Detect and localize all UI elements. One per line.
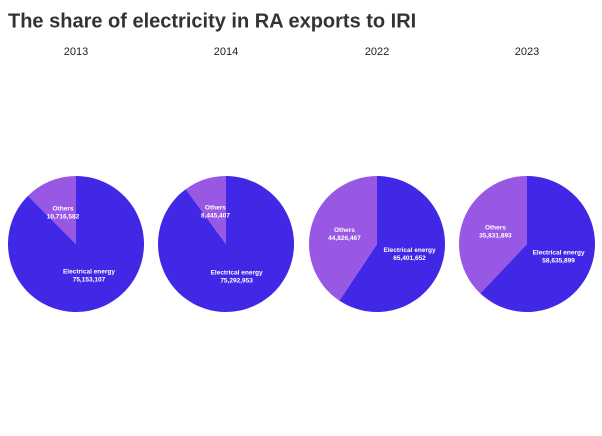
pie-slice: [459, 176, 527, 294]
slice-value: 58,635,899: [542, 257, 575, 264]
slice-category: Others: [334, 227, 355, 234]
slice-category: Others: [53, 205, 74, 212]
slice-value: 75,153,107: [73, 276, 106, 283]
slice-category: Others: [205, 204, 226, 211]
slice-value: 44,826,467: [328, 235, 361, 242]
slice-category: Electrical energy: [384, 247, 436, 254]
pie-title: 2023: [515, 46, 539, 58]
slice-label: Electrical energy 75,153,107: [63, 268, 115, 283]
slice-label: Others 8,445,407: [201, 204, 230, 219]
slice-category: Electrical energy: [211, 269, 263, 276]
slice-category: Electrical energy: [533, 249, 585, 256]
slice-label: Electrical energy 65,401,652: [384, 247, 436, 262]
slice-value: 75,292,953: [220, 277, 253, 284]
slice-value: 65,401,652: [393, 255, 426, 262]
chart-title: The share of electricity in RA exports t…: [8, 10, 416, 32]
pie-slice: [480, 176, 595, 312]
slice-label: Electrical energy 58,635,899: [533, 249, 585, 264]
pie-slice: [339, 176, 445, 312]
slice-label: Others 44,826,467: [328, 227, 361, 242]
pie-title: 2014: [214, 46, 238, 58]
pie-slice: [27, 176, 76, 244]
slice-value: 10,716,582: [47, 213, 80, 220]
slice-category: Others: [485, 224, 506, 231]
slice-category: Electrical energy: [63, 268, 115, 275]
slice-value: 8,445,407: [201, 212, 230, 219]
pie-title: 2013: [64, 46, 88, 58]
slice-label: Others 10,716,582: [47, 205, 80, 220]
pie-slice: [308, 176, 377, 301]
slice-value: 35,831,893: [479, 232, 512, 239]
slice-label: Others 35,831,893: [479, 224, 512, 239]
pie-title: 2022: [365, 46, 389, 58]
pie-slice: [185, 176, 226, 244]
slice-label: Electrical energy 75,292,953: [211, 269, 263, 284]
